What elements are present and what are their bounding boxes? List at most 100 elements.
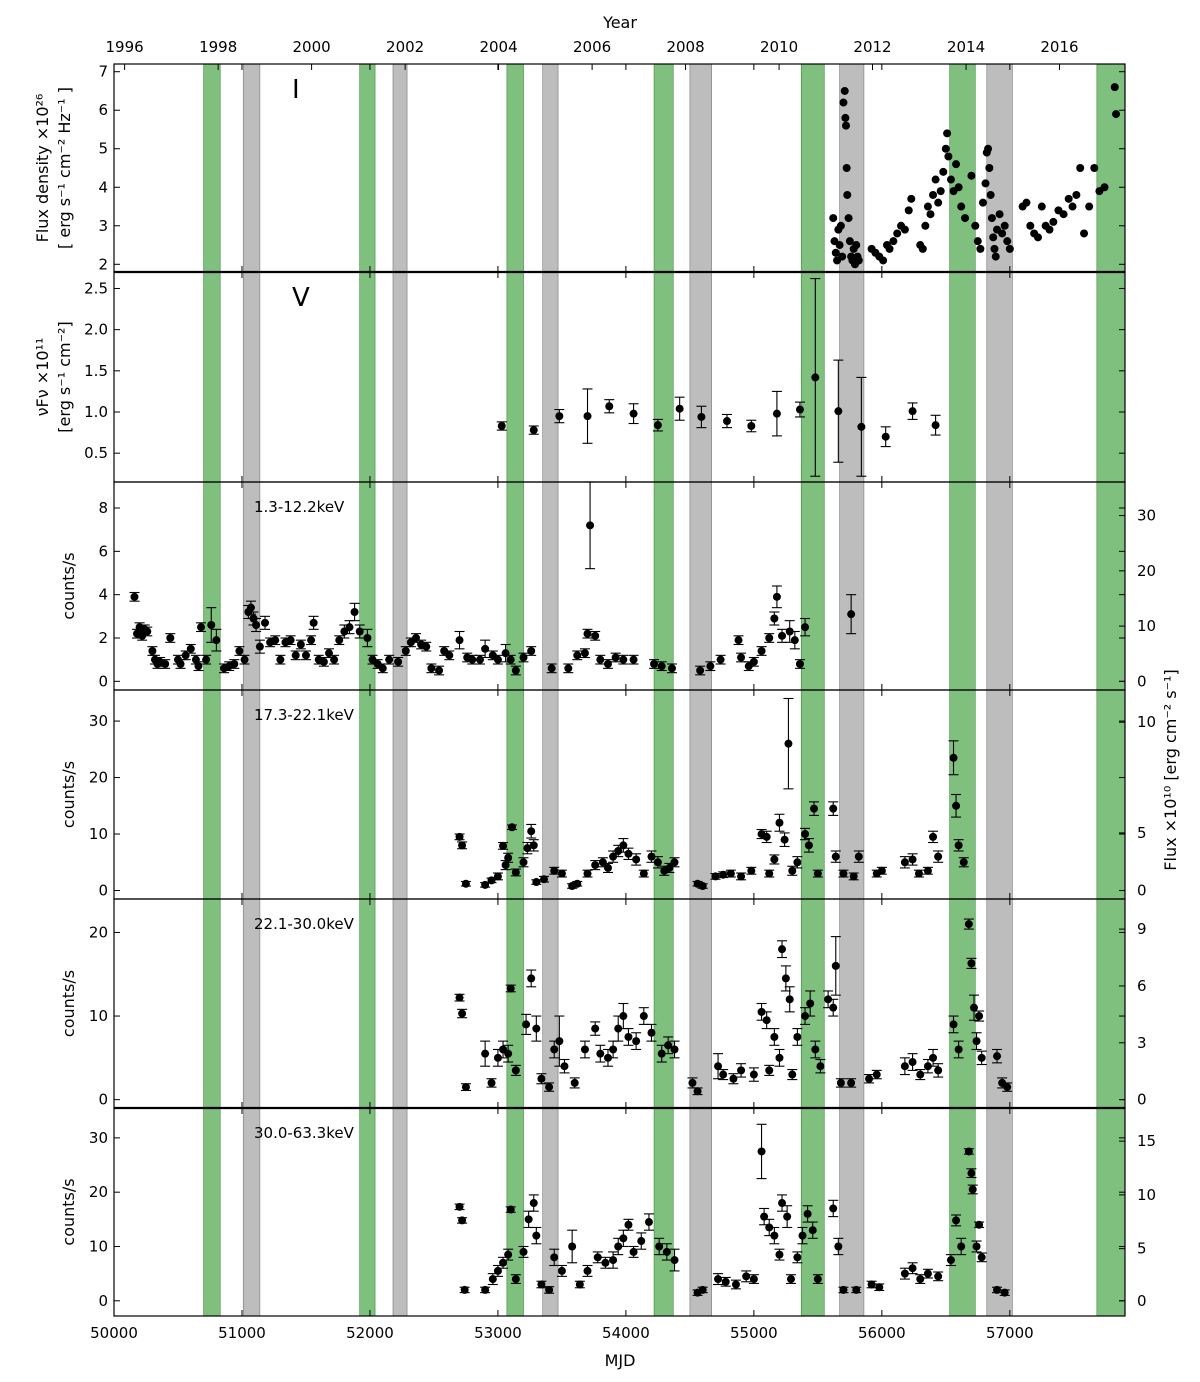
data-point — [865, 1074, 874, 1083]
year-tick-label: 2010 — [760, 38, 798, 56]
data-point — [749, 1275, 758, 1284]
data-point — [537, 1280, 546, 1289]
data-point — [780, 835, 789, 844]
y-tick-label: 5 — [98, 140, 108, 158]
year-tick-label: 2014 — [947, 38, 985, 56]
data-point — [629, 655, 638, 664]
data-point — [831, 852, 840, 861]
data-point — [501, 861, 510, 870]
data-point — [885, 244, 894, 253]
data-point — [978, 198, 987, 207]
data-point — [931, 421, 940, 430]
data-point — [839, 869, 848, 878]
year-tick-label: 2004 — [479, 38, 517, 56]
data-point — [900, 858, 909, 867]
data-point — [532, 1231, 541, 1240]
data-point — [762, 1016, 771, 1025]
year-tick-label: 2000 — [292, 38, 330, 56]
data-point — [286, 636, 295, 645]
data-point — [511, 868, 520, 877]
y-tick-label: 30 — [89, 712, 108, 730]
x-tick-label: 52000 — [346, 1324, 394, 1342]
panel-label: 30.0-63.3keV — [254, 1124, 355, 1142]
data-point — [834, 1242, 843, 1251]
data-point — [550, 1253, 559, 1262]
y-tick-label: 4 — [98, 586, 108, 604]
data-point — [786, 1275, 795, 1284]
data-point — [993, 1052, 1002, 1061]
data-point — [675, 404, 684, 413]
data-point — [941, 144, 950, 153]
data-point — [1059, 210, 1068, 219]
data-point — [580, 649, 589, 658]
data-point — [904, 206, 913, 215]
right-tick-label: 10 — [1137, 713, 1156, 731]
data-point — [808, 1226, 817, 1235]
data-point — [845, 237, 854, 246]
data-point — [504, 1049, 513, 1058]
data-point — [1112, 110, 1121, 119]
data-point — [355, 627, 364, 636]
data-point — [934, 1272, 943, 1281]
data-point — [698, 882, 707, 891]
data-point — [629, 1247, 638, 1256]
data-point — [829, 214, 838, 223]
panel-label: 22.1-30.0keV — [254, 915, 355, 933]
x-tick-label: 57000 — [986, 1324, 1034, 1342]
data-point — [1064, 194, 1073, 203]
data-point — [519, 653, 528, 662]
y-tick-label: 1.5 — [84, 362, 108, 380]
data-point — [197, 623, 206, 632]
data-point — [657, 662, 666, 671]
data-point — [458, 841, 467, 850]
data-point — [499, 1258, 508, 1267]
data-point — [524, 1215, 533, 1224]
y-tick-label: 1.0 — [84, 403, 108, 421]
y-tick-label: 7 — [98, 63, 108, 81]
data-point — [834, 407, 843, 416]
data-point — [971, 221, 980, 230]
data-point — [624, 849, 633, 858]
data-point — [916, 1275, 925, 1284]
data-point — [1072, 190, 1081, 199]
data-point — [609, 852, 618, 861]
panel-X4: 0 10 20 30 0 5 10 15 counts/s 30.0-63.3keV — [59, 1107, 1156, 1317]
data-point — [212, 636, 221, 645]
year-tick-label: 2016 — [1040, 38, 1078, 56]
data-point — [537, 1074, 546, 1083]
data-point — [564, 664, 573, 673]
data-point — [422, 642, 431, 651]
data-point — [261, 618, 270, 627]
data-point — [719, 870, 728, 879]
data-point — [843, 190, 852, 199]
data-point — [714, 1062, 723, 1071]
data-point — [842, 121, 851, 130]
data-point — [829, 1204, 838, 1213]
data-point — [944, 152, 953, 161]
data-point — [532, 878, 541, 887]
y-tick-label: 10 — [89, 825, 108, 843]
data-point — [557, 1266, 566, 1275]
data-point — [881, 432, 890, 441]
data-point — [737, 872, 746, 881]
data-point — [975, 1012, 984, 1021]
data-point — [749, 1070, 758, 1079]
data-point — [1005, 244, 1014, 253]
right-tick-label: 10 — [1137, 1186, 1156, 1204]
data-point — [697, 412, 706, 421]
right-tick-label: 30 — [1137, 507, 1156, 525]
data-point — [716, 655, 725, 664]
data-point — [839, 1285, 848, 1294]
data-point — [757, 647, 766, 655]
data-point — [230, 660, 239, 668]
data-point — [255, 642, 264, 651]
panel-label: V — [292, 283, 310, 313]
data-point — [923, 202, 932, 211]
data-point — [586, 521, 595, 530]
data-point — [967, 959, 976, 968]
data-point — [977, 1253, 986, 1262]
data-point — [949, 753, 958, 762]
panel-label: 17.3-22.1keV — [254, 706, 355, 724]
data-point — [943, 129, 952, 138]
